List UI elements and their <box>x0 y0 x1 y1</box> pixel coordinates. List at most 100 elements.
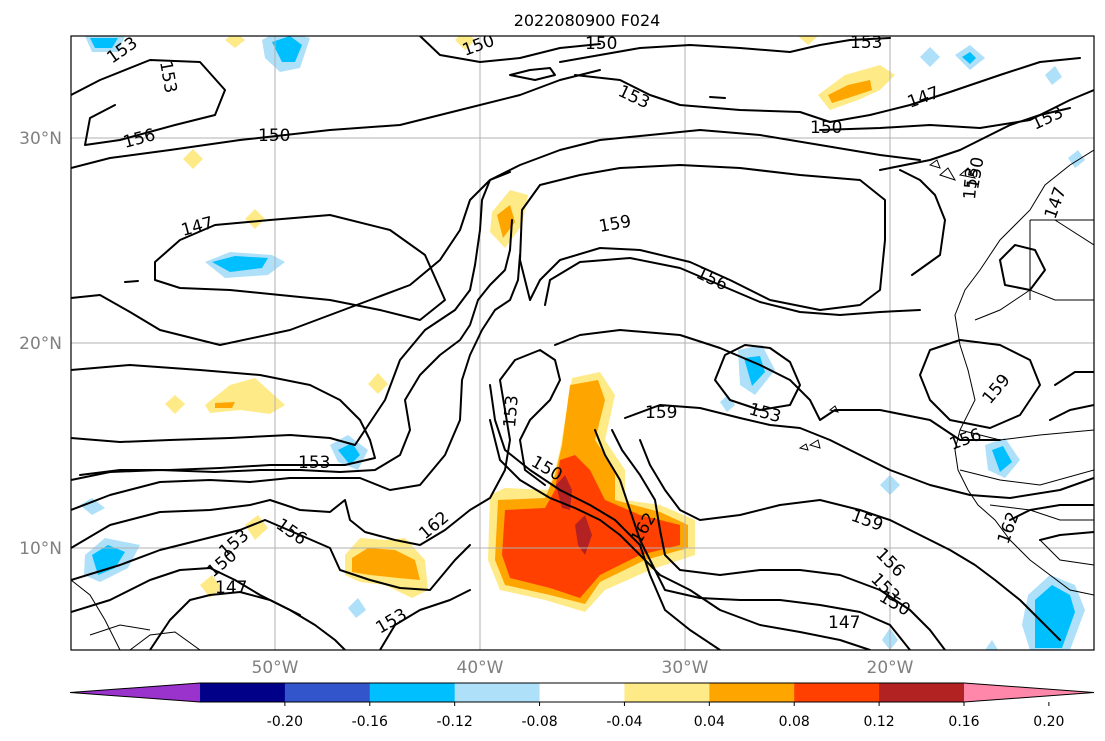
gridlines <box>71 36 1094 650</box>
warm-anomaly-west-core <box>352 548 420 580</box>
contour-line <box>489 419 871 650</box>
warm-anomaly-redorange <box>502 455 680 598</box>
contour-label: 147 <box>1041 184 1071 221</box>
contour-line <box>554 329 1001 441</box>
contour-line <box>714 344 801 411</box>
contour-label: 153 <box>1029 103 1067 135</box>
contour-label: 162 <box>415 508 453 544</box>
colorbar-tick-label: 0.08 <box>779 714 810 730</box>
contour-label: 159 <box>597 212 632 237</box>
contour-label: 147 <box>215 578 247 598</box>
contour-label: 159 <box>848 506 885 536</box>
contour-label: 153 <box>500 394 523 428</box>
colorbar-outline <box>69 682 1095 703</box>
contour-label: 150 <box>460 31 497 61</box>
colorbar-tick-label: -0.04 <box>606 714 642 730</box>
contour-line <box>509 67 556 81</box>
contour-line <box>154 214 446 321</box>
colorbar-tick-label: 0.16 <box>948 714 979 730</box>
coastlines <box>71 149 1094 650</box>
warm-dot <box>225 36 245 48</box>
figure-title: 2022080900 F024 <box>514 11 661 30</box>
lon-tick-label: 30°W <box>662 658 709 678</box>
colorbar-tick-label: 0.04 <box>694 714 725 730</box>
contour-label: 156 <box>272 515 310 550</box>
contour-line <box>379 589 471 650</box>
cool-anomaly-core <box>92 545 125 575</box>
lat-tick-label: 10°N <box>19 539 62 559</box>
warm-dot <box>798 36 818 45</box>
contour-label: 153 <box>615 81 653 113</box>
contour-line <box>819 89 1094 131</box>
colorbar-tick-label: -0.12 <box>437 714 473 730</box>
colorbar-swatch <box>879 683 965 702</box>
contour-label: 156 <box>947 425 984 455</box>
contour-line <box>71 567 346 650</box>
warm-anomaly-ne-core <box>828 80 872 103</box>
colorbar-tick-label: -0.08 <box>521 714 557 730</box>
lon-tick-label: 50°W <box>252 658 299 678</box>
contour-label: 153 <box>850 33 882 53</box>
colorbar-swatch <box>539 683 625 702</box>
cool-anomaly-core <box>272 36 302 62</box>
cool-anomaly-core <box>212 256 268 272</box>
cool-anomaly-core <box>962 52 976 64</box>
contour-label: 147 <box>179 213 216 241</box>
contour-lines <box>71 36 1094 650</box>
warm-dot <box>368 373 388 394</box>
warm-dot <box>183 149 203 169</box>
contour-line <box>999 244 1046 291</box>
colorbar-tick-label: -0.16 <box>352 714 388 730</box>
lat-tick-labels: 30°N 20°N 10°N <box>19 129 62 559</box>
map-frame <box>70 35 1095 651</box>
cool-anomaly-core <box>1035 585 1075 648</box>
cool-anomaly <box>985 640 998 650</box>
contour-line <box>639 439 1061 641</box>
colorbar-tick-label: 0.20 <box>1033 714 1064 730</box>
cool-anomaly-core <box>992 446 1012 472</box>
cool-anomaly <box>720 395 735 412</box>
contour-label: 150 <box>258 126 290 146</box>
colorbar-swatch <box>454 683 541 702</box>
contour-label: 150 <box>585 34 617 54</box>
contour-line <box>71 364 376 476</box>
contour-line <box>624 404 1094 499</box>
contour-line <box>71 171 511 446</box>
colorbar-swatch <box>369 683 456 702</box>
warm-dot <box>455 36 475 50</box>
lat-tick-label: 20°N <box>19 334 62 354</box>
contour-line <box>1009 504 1094 541</box>
contour-line <box>71 129 921 346</box>
contour-label: 150 <box>810 118 842 138</box>
colorbar-swatch <box>794 683 880 702</box>
warm-anomaly-north-core <box>497 205 515 238</box>
cool-anomaly <box>1045 66 1062 85</box>
contour-line <box>544 257 921 316</box>
lon-tick-labels: 50°W 40°W 30°W 20°W <box>252 658 914 678</box>
warm-anomaly-darkred <box>556 475 592 555</box>
contour-line <box>919 339 1041 429</box>
colorbar-swatch <box>200 683 286 702</box>
map-area: 153 153 150 150 153 156 150 153 147 150 … <box>71 31 1094 650</box>
contour-line <box>71 69 601 169</box>
contour-label: 159 <box>979 370 1015 408</box>
colorbar-tick-label: 0.12 <box>864 714 895 730</box>
contour-line <box>594 429 911 650</box>
contour-label: 159 <box>645 403 677 423</box>
contour-label: 147 <box>905 83 942 113</box>
contour-label: 153 <box>747 400 784 428</box>
contour-line <box>611 429 946 650</box>
contour-line <box>1049 371 1094 421</box>
contour-label: 156 <box>693 263 731 295</box>
lon-tick-label: 20°W <box>867 658 914 678</box>
contour-label: 153 <box>155 59 180 94</box>
cool-anomaly-core <box>90 38 118 48</box>
cool-anomaly-core <box>744 356 765 386</box>
contour-label: 156 <box>121 125 158 153</box>
warm-dot <box>215 402 235 408</box>
contour-line <box>71 59 226 146</box>
contour-line <box>879 107 1071 171</box>
contour-label: 150 <box>963 155 988 190</box>
contour-line <box>559 37 891 63</box>
cool-anomaly <box>1068 150 1085 168</box>
